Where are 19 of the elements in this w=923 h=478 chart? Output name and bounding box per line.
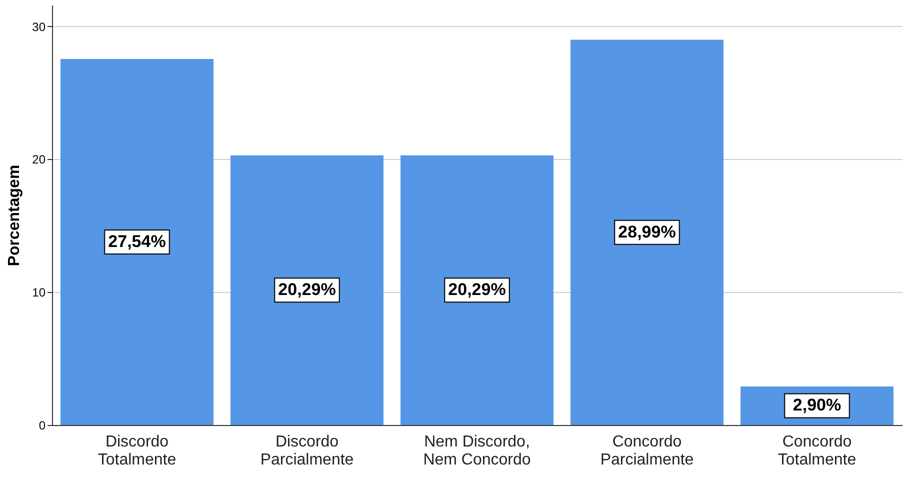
y-tick-label: 10 — [32, 286, 46, 300]
y-tick-label: 0 — [38, 418, 46, 432]
bar — [230, 155, 384, 425]
y-axis-title: Porcentagem — [6, 164, 24, 266]
bar — [60, 58, 214, 425]
y-tick-label: 30 — [32, 20, 46, 34]
x-tick-label: Discordo Totalmente — [98, 434, 176, 468]
x-tick-label: Nem Discordo, Nem Concordo — [423, 434, 531, 468]
x-tick-label: Discordo Parcialmente — [260, 434, 354, 468]
bar — [570, 40, 724, 425]
data-label: 28,99% — [618, 222, 676, 242]
data-label: 2,90% — [792, 396, 842, 415]
data-label: 27,54% — [108, 232, 166, 251]
y-tick-label: 20 — [32, 152, 46, 167]
x-tick-label: Concordo Totalmente — [778, 434, 856, 468]
data-label: 20,29% — [448, 280, 506, 300]
data-label: 20,29% — [278, 280, 336, 300]
x-tick-label: Concordo Parcialmente — [600, 434, 694, 468]
bar — [400, 155, 554, 425]
